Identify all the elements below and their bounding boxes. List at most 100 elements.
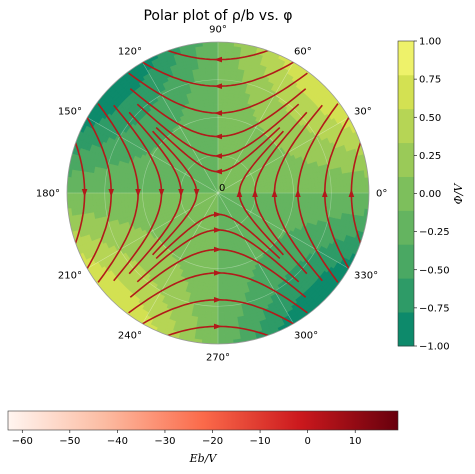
contour-cell [277, 189, 282, 194]
contour-cell [215, 142, 219, 147]
contour-cell [217, 293, 224, 298]
contour-cell [217, 66, 225, 71]
contour-cell [305, 187, 310, 194]
contour-cell [217, 95, 224, 100]
contour-cell [212, 286, 219, 291]
contour-cell [217, 139, 222, 143]
contour-cell [91, 186, 96, 194]
contour-cell [217, 117, 223, 122]
contour-cell [215, 239, 219, 244]
contour-cell [213, 114, 219, 118]
contour-cell [286, 192, 291, 198]
contour-cell [283, 192, 288, 197]
contour-cell [210, 318, 219, 323]
contour-cell [318, 187, 323, 194]
contour-cell [211, 79, 219, 84]
contour-cell [94, 186, 99, 194]
contour-cell [346, 185, 351, 194]
contour-cell [104, 192, 109, 200]
contour-cell [217, 318, 226, 323]
contour-cell [211, 302, 219, 307]
contour-cell [214, 123, 219, 128]
contour-cell [212, 280, 219, 285]
contour-cell [217, 283, 224, 288]
contour-cell [217, 312, 225, 317]
contour-cell [212, 101, 219, 106]
contour-cell [305, 192, 310, 199]
contour-cell [167, 192, 172, 196]
contour-cell [94, 192, 99, 200]
contour-cell [211, 76, 219, 81]
contour-cell [217, 277, 223, 282]
contour-cell [220, 142, 224, 147]
contour-cell [212, 98, 219, 103]
contour-cell [211, 252, 216, 257]
contour-cell [164, 189, 168, 194]
contour-cell [88, 185, 93, 194]
contour-cell [217, 91, 224, 96]
contour-cell [126, 187, 131, 194]
contour-cell [286, 188, 291, 194]
contour-cell [214, 252, 219, 257]
contour-cell [151, 189, 156, 194]
contour-cell [120, 192, 125, 199]
contour-cell [212, 91, 219, 96]
contour-cell [213, 120, 219, 125]
contour-cell [308, 192, 313, 199]
contour-cell [101, 186, 106, 194]
contour-cell [167, 190, 172, 194]
contour-cell [142, 192, 147, 198]
contour-cell [267, 192, 272, 197]
contour-cell [214, 243, 219, 247]
contour-cell [212, 293, 219, 298]
contour-cell [211, 312, 219, 317]
contour-cell [116, 187, 121, 194]
contour-cell [213, 104, 219, 109]
contour-cell [217, 63, 226, 68]
contour-cell [215, 236, 219, 241]
contour-cell [220, 129, 225, 134]
contour-cell [217, 308, 225, 313]
contour-cell [217, 69, 225, 74]
contour-cell [142, 188, 147, 194]
contour-cell [280, 189, 285, 194]
contour-cell [340, 192, 345, 200]
contour-cell [289, 188, 294, 194]
contour-cell [211, 73, 219, 78]
contour-fill [67, 42, 369, 344]
contour-cell [104, 186, 109, 194]
contour-cell [289, 192, 294, 198]
contour-cell [211, 69, 219, 74]
contour-cell [154, 189, 159, 194]
contour-cell [98, 186, 103, 194]
contour-cell [173, 190, 178, 194]
contour-cell [212, 239, 216, 244]
contour-cell [217, 280, 224, 285]
contour-cell [210, 63, 219, 68]
contour-cell [217, 142, 221, 147]
contour-cell [217, 274, 223, 279]
contour-cell [343, 185, 348, 194]
contour-cell [212, 88, 219, 93]
contour-cell [217, 290, 224, 295]
contour-cell [214, 126, 219, 131]
contour-cell [318, 192, 323, 199]
contour-cell [213, 117, 219, 122]
contour-cell [217, 252, 222, 257]
contour-cell [211, 308, 219, 313]
contour-cell [217, 302, 225, 307]
contour-cell [145, 192, 150, 198]
contour-cell [213, 277, 219, 282]
contour-cell [214, 258, 219, 263]
contour-cell [154, 186, 159, 191]
contour-cell [293, 188, 297, 194]
contour-cell [145, 188, 150, 194]
contour-cell [330, 186, 335, 194]
contour-cell [217, 315, 225, 320]
contour-cell [340, 186, 345, 194]
contour-cell [214, 255, 219, 260]
contour-cell [211, 305, 219, 310]
contour-cell [217, 305, 225, 310]
contour-cell [139, 192, 143, 198]
